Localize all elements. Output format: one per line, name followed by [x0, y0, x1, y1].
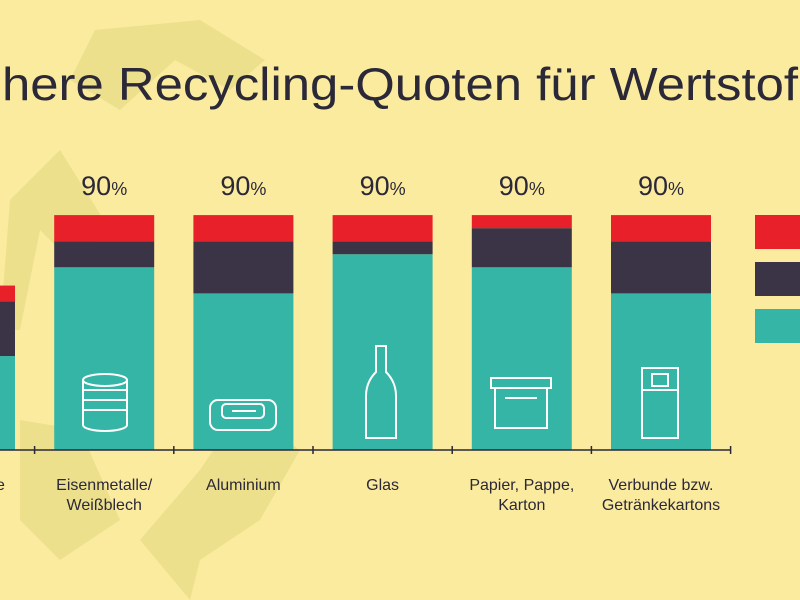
total-label: 90%: [360, 171, 406, 201]
bar-segment: [471, 267, 572, 450]
bar-segment: [611, 293, 711, 450]
carton-icon: [641, 367, 679, 439]
bar-segment: [332, 241, 433, 255]
x-tick-label: Verbunde bzw. Getränkekartons: [602, 477, 720, 514]
legend: [755, 215, 800, 343]
bar-segment: [54, 215, 155, 242]
bar-segment: [471, 215, 572, 229]
x-tick-label-line: Getränkekartons: [602, 497, 720, 514]
bar-segment: [193, 293, 294, 450]
total-label-number: 90: [360, 171, 390, 201]
x-tick-label-line: Papier, Pappe,: [469, 477, 574, 494]
bar-segment: [193, 215, 294, 242]
total-label: 90%: [499, 171, 545, 201]
x-tick-label: Eisenmetalle/Weißblech: [56, 477, 153, 514]
total-label-unit: %: [390, 179, 406, 199]
x-tick-label-line: Aluminium: [206, 477, 281, 494]
bar-segment: [0, 285, 15, 302]
bar-segment: [54, 241, 155, 268]
total-label: 90%: [220, 171, 266, 201]
bar-segment: [611, 241, 711, 294]
x-tick-label-line: Karton: [498, 497, 545, 514]
x-tick-label-line: Glas: [366, 477, 399, 494]
total-label-unit: %: [529, 179, 545, 199]
x-tick-label-line: Weißblech: [67, 497, 142, 514]
total-label: 90%: [638, 171, 684, 201]
bar-segment: [193, 241, 294, 294]
x-tick-label: Papier, Pappe, Karton: [469, 477, 574, 514]
bar-segment: [54, 267, 155, 450]
tray-icon: [209, 399, 277, 431]
total-label-unit: %: [250, 179, 266, 199]
x-tick-label: Aluminium: [206, 477, 281, 494]
icons: [82, 345, 679, 439]
bar-segment: [611, 215, 711, 242]
bottle-icon: [365, 345, 397, 439]
total-label-number: 90: [499, 171, 529, 201]
bar-segment: [0, 356, 15, 450]
box-icon: [490, 377, 552, 429]
total-label: 90%: [81, 171, 127, 201]
x-tick-label-line: Verbunde bzw.: [609, 477, 714, 494]
total-label-unit: %: [111, 179, 127, 199]
x-tick-label: Glas: [366, 477, 399, 494]
x-tick-label: Kunststoffe: [0, 477, 5, 494]
legend-swatch: [755, 215, 800, 249]
x-tick-label-line: Eisenmetalle/: [56, 477, 153, 494]
bar-segment: [0, 301, 15, 357]
total-label-number: 90: [81, 171, 111, 201]
bar-segment: [332, 215, 433, 242]
chart-title: here Recycling-Quoten für Wertstof: [2, 58, 798, 110]
background-recycling-symbol: [0, 20, 300, 600]
total-label-number: 90: [220, 171, 250, 201]
total-label-number: 90: [638, 171, 668, 201]
bar-segment: [471, 228, 572, 268]
legend-swatch: [755, 262, 800, 296]
x-tick-label-line: Kunststoffe: [0, 477, 5, 494]
total-label-unit: %: [668, 179, 684, 199]
bar-segment: [332, 254, 433, 450]
legend-swatch: [755, 309, 800, 343]
can-icon: [82, 373, 128, 432]
